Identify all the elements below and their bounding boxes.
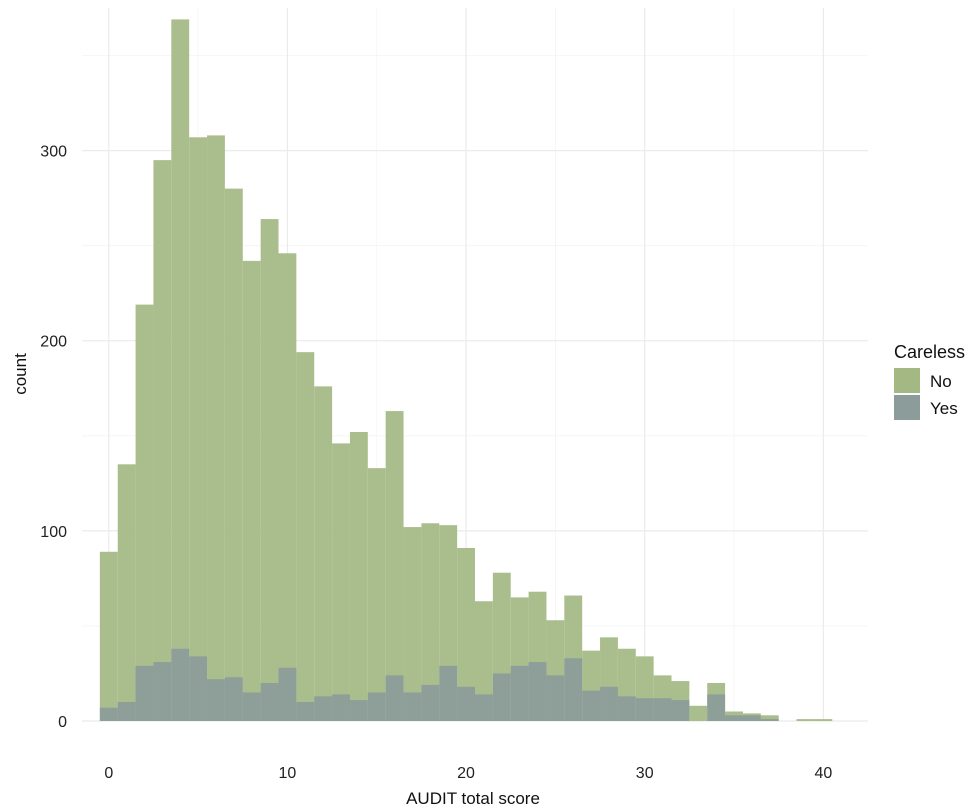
x-tick-label: 20 [457,765,475,782]
legend: Careless No Yes [894,342,965,420]
bar-no-4 [171,19,190,721]
bar-yes-36 [742,715,761,721]
bar-yes-28 [600,686,618,721]
bar-no-17 [403,527,422,721]
bar-yes-18 [421,684,440,721]
bar-yes-30 [635,698,654,721]
bar-no-10 [278,253,297,721]
bar-yes-21 [475,694,493,721]
bar-no-7 [224,188,243,722]
bar-no-3 [153,160,172,721]
bar-no-13 [332,443,350,721]
bar-yes-5 [189,656,208,721]
y-tick-label: 300 [40,144,67,161]
bar-yes-1 [117,701,136,721]
bar-yes-2 [135,665,154,721]
bar-yes-0 [99,707,118,721]
bar-no-21 [475,601,493,721]
bar-yes-13 [332,694,350,721]
x-tick-label: 0 [104,765,113,782]
bar-yes-6 [207,679,225,721]
bar-no-16 [385,411,404,721]
bar-no-39 [796,719,815,721]
bar-no-11 [296,352,315,721]
bar-yes-3 [153,662,172,721]
legend-label-no: No [930,372,952,391]
bar-yes-25 [546,675,565,721]
bar-yes-22 [492,673,511,721]
bar-no-33 [689,705,708,721]
bar-yes-11 [296,701,315,721]
histogram-bars [99,19,833,722]
bar-yes-29 [617,696,636,721]
legend-label-yes: Yes [930,399,958,418]
bar-no-0 [99,551,118,721]
bar-yes-14 [349,700,368,721]
legend-swatch-no [894,368,920,393]
legend-title: Careless [894,342,965,362]
tick-labels: 0 10 20 30 40 0 100 200 300 [40,144,832,782]
bar-no-12 [314,386,333,721]
bar-yes-16 [385,675,404,721]
bar-no-8 [242,260,261,721]
y-tick-label: 100 [40,524,67,541]
bar-yes-10 [278,667,297,721]
bar-yes-34 [707,694,726,721]
legend-swatch-yes [894,395,920,420]
bar-yes-26 [564,658,583,721]
bar-no-1 [117,464,136,721]
y-axis-title: count [11,353,30,395]
bar-yes-19 [439,665,458,721]
bar-no-9 [260,219,279,721]
bar-yes-35 [725,715,743,721]
bar-yes-8 [242,692,261,721]
bar-yes-20 [457,686,475,721]
bar-no-37 [760,715,779,721]
bar-yes-23 [510,665,529,721]
bar-no-5 [189,137,208,722]
bar-yes-17 [403,692,422,721]
bar-no-14 [349,431,368,721]
bar-no-18 [421,523,440,721]
x-axis-title: AUDIT total score [406,789,540,808]
bar-yes-32 [671,700,690,721]
x-tick-label: 40 [814,765,832,782]
bar-yes-9 [260,682,279,721]
bar-yes-12 [314,696,333,721]
x-tick-label: 10 [279,765,297,782]
bar-yes-15 [367,692,386,721]
y-tick-label: 0 [58,714,67,731]
bar-yes-31 [653,698,672,721]
y-tick-label: 200 [40,334,67,351]
bar-yes-4 [171,648,190,721]
bar-no-40 [814,719,833,721]
bar-yes-27 [582,690,601,721]
bar-no-6 [207,135,225,721]
bar-yes-7 [224,677,243,721]
bar-yes-37 [760,719,779,721]
x-tick-label: 30 [636,765,654,782]
bar-no-2 [135,304,154,721]
bar-no-15 [367,468,386,721]
bar-no-20 [457,547,475,721]
bar-yes-24 [528,662,547,721]
